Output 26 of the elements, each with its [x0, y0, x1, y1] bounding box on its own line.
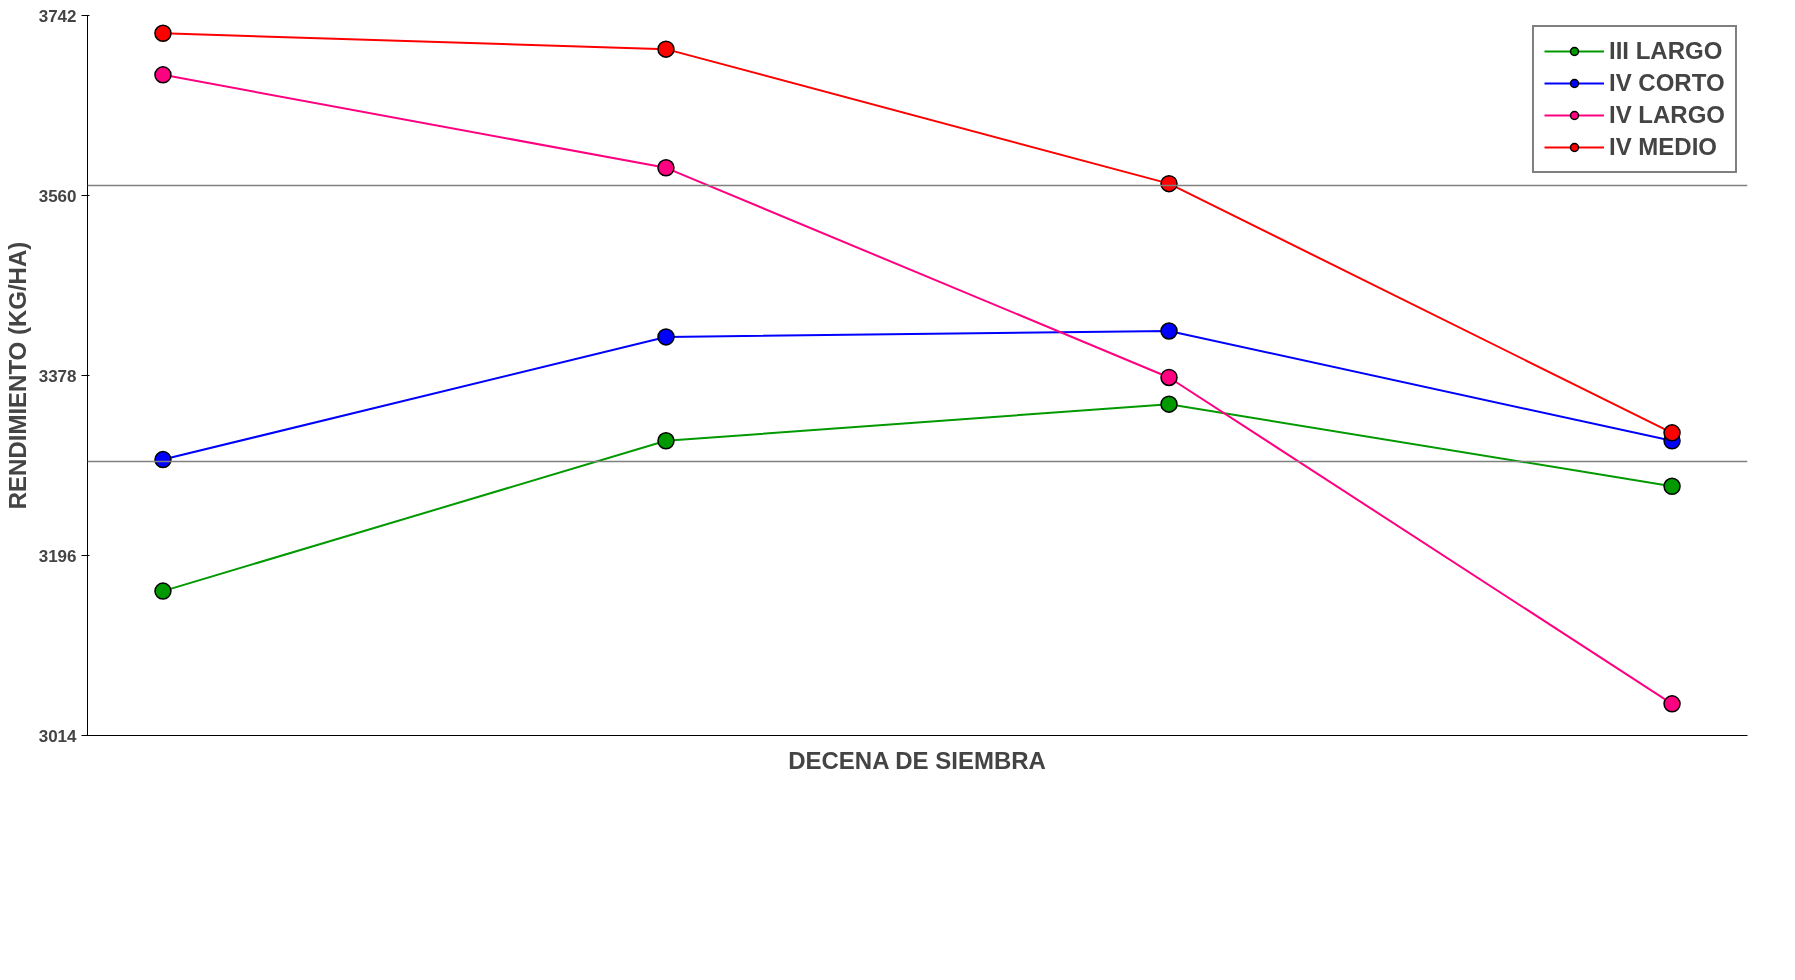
point [657, 432, 675, 450]
legend-label: IV CORTO [1608, 69, 1725, 97]
point [1160, 395, 1178, 413]
point [657, 40, 675, 58]
y-tick-label: 3742 [38, 6, 77, 26]
point [1663, 477, 1681, 495]
point [154, 450, 172, 469]
y-tick-label: 3378 [38, 366, 77, 386]
x-axis-title: DECENA DE SIEMBRA [788, 746, 1046, 774]
point [1663, 424, 1681, 442]
legend-label: IV LARGO [1608, 101, 1725, 129]
y-tick-label: 3196 [38, 546, 77, 566]
point [1663, 695, 1681, 713]
point [1160, 174, 1178, 193]
y-tick-label: 3560 [38, 186, 77, 206]
y-tick-label: 3014 [38, 726, 78, 746]
y-axis-title: RENDIMIENTO (KG/HA) [3, 241, 31, 510]
point [154, 24, 172, 43]
legend-label: IV MEDIO [1608, 133, 1717, 161]
legend-label: III LARGO [1608, 37, 1723, 65]
point [657, 328, 675, 346]
point [657, 159, 675, 177]
point [1160, 368, 1178, 387]
point [154, 66, 172, 84]
point [1160, 322, 1178, 340]
point [154, 582, 172, 600]
